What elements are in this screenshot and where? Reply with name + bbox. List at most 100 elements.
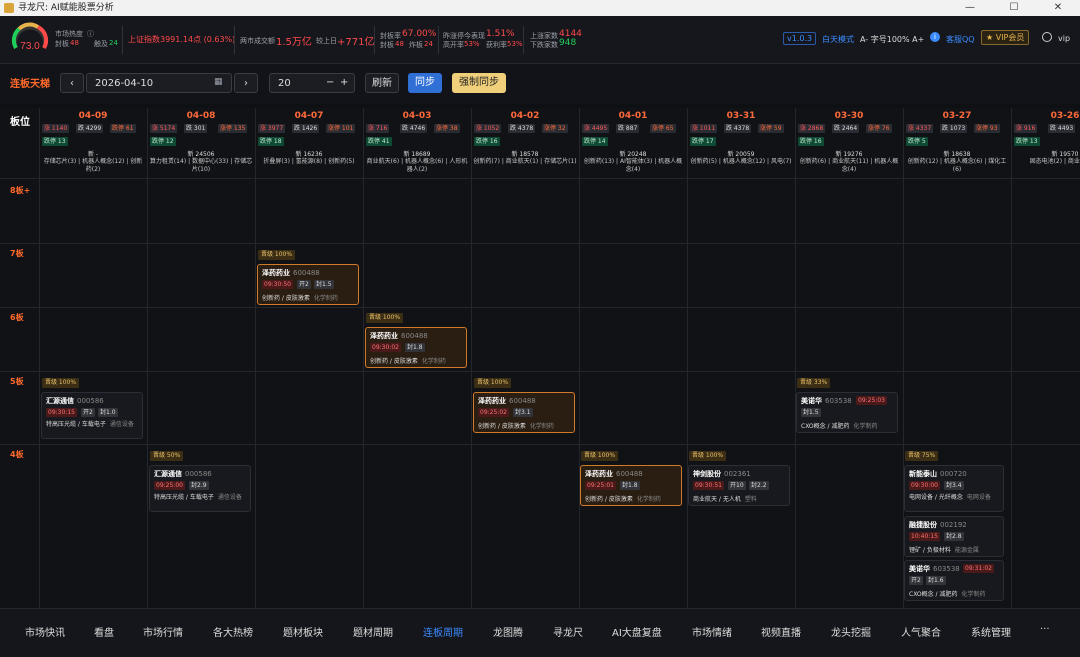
nav-item[interactable]: 连板周期 <box>423 628 463 639</box>
new-count: 新 16236 <box>295 151 323 158</box>
bottom-nav: 市场快讯 看盘 市场行情 各大热榜 题材板块 题材周期 连板周期 龙图腾 寻龙尺 AI大盘复盘 市场… <box>0 608 1080 657</box>
force-sync-button[interactable]: 强制同步 <box>452 73 506 93</box>
promote-badge: 晋级 50% <box>150 451 184 461</box>
up-value: 4144 <box>559 29 582 39</box>
app-logo-icon <box>4 3 14 13</box>
new-count: 新 20059 <box>727 151 755 158</box>
sync-button[interactable]: 同步 <box>408 73 442 93</box>
column-date[interactable]: 04-09 <box>78 111 108 121</box>
column-date[interactable]: 03-30 <box>834 111 864 121</box>
nav-item[interactable]: 视频直播 <box>761 628 801 639</box>
minus-button[interactable]: − <box>326 77 335 88</box>
row-label-5: 5板 <box>10 377 24 386</box>
column-date[interactable]: 04-07 <box>294 111 324 121</box>
column-header: 03-27 涨 4337 跌 1073 涨停 93 跌停 5 新 18638 创新药(12)… <box>903 108 1011 178</box>
down-count: 跌 4378 <box>508 124 536 133</box>
nav-item[interactable]: 龙图腾 <box>493 628 523 639</box>
zb-value: 24 <box>424 40 433 48</box>
hot-concepts: 创新药(5) | 机器人概念(12) | 风电(7) <box>690 158 792 165</box>
nav-item[interactable]: 系统管理 <box>971 628 1011 639</box>
count-stepper[interactable]: 20 <box>269 73 355 93</box>
toolbar: 连板天梯 ‹ 2026-04-10 ▦ › 20 − + 刷新 同步 强制同步 <box>0 64 1080 104</box>
nav-item[interactable]: 龙头挖掘 <box>831 628 871 639</box>
stock-card[interactable]: 融捷股份 002192 10:40:15 封2.8 锂矿 / 负极材料 能源金属 <box>904 516 1004 557</box>
limit-down-count: 跌停 16 <box>798 137 824 146</box>
profit-value: 53% <box>507 40 523 48</box>
corner-label: 板位 <box>10 117 30 128</box>
down-count: 跌 4378 <box>724 124 752 133</box>
stock-card[interactable]: 美诺华 603538 09:25:03 封1.5 CXO概念 / 减肥药 化学制药 <box>796 392 898 433</box>
stock-card[interactable]: 泽药药业 600488 09:25:01 封1.8 创新药 / 皮肤激素 化学制药 <box>580 465 682 506</box>
heat-gauge-icon: 73.0 <box>11 22 49 52</box>
column-date[interactable]: 04-03 <box>402 111 432 121</box>
promote-badge: 晋级 33% <box>797 378 831 388</box>
down-value: 948 <box>559 38 577 48</box>
stock-card[interactable]: 泽药药业 600488 09:30:50 开2 封1.5 创新药 / 皮肤激素 化学… <box>257 264 359 305</box>
turnover-value: 1.5万亿 <box>276 37 312 48</box>
nav-item[interactable]: 题材周期 <box>353 628 393 639</box>
up-count: 涨 4495 <box>582 124 610 133</box>
row-label-6: 6板 <box>10 313 24 322</box>
next-date-button[interactable]: › <box>234 73 258 93</box>
up-count: 涨 4337 <box>906 124 934 133</box>
down-count: 跌 2464 <box>832 124 860 133</box>
nav-item[interactable]: 人气聚合 <box>901 628 941 639</box>
stock-card[interactable]: 汇源通信 000586 09:30:15 开2 封1.0 特高压光缆 / 车载电子… <box>41 392 143 439</box>
info-icon[interactable]: ⓘ <box>87 30 94 38</box>
seal-rate-value: 67.00% <box>402 29 437 39</box>
nav-item[interactable]: 各大热榜 <box>213 628 253 639</box>
yest-label: 昨涨停今表现 <box>443 32 485 40</box>
stock-card[interactable]: 汇源通信 000586 09:25:00 封2.9 特高压光缆 / 车载电子 通信设… <box>149 465 251 512</box>
stock-card[interactable]: 新能泰山 000720 09:30:00 封3.4 电网设备 / 光纤概念 电网设备 <box>904 465 1004 512</box>
stock-card[interactable]: 泽药药业 600488 09:30:02 封1.8 创新药 / 皮肤激素 化学制药 <box>365 327 467 368</box>
down-count: 跌 1073 <box>940 124 968 133</box>
nav-item[interactable]: 市场情绪 <box>692 628 732 639</box>
nav-item[interactable]: 题材板块 <box>283 628 323 639</box>
service-icon[interactable]: i <box>930 32 940 42</box>
limit-down-count: 跌停 14 <box>582 137 608 146</box>
refresh-button[interactable]: 刷新 <box>365 73 399 93</box>
down-count: 跌 1426 <box>292 124 320 133</box>
column-header: 03-31 涨 1011 跌 4378 涨停 59 跌停 17 新 20059 创新药(5)… <box>687 108 795 178</box>
nav-item[interactable]: AI大盘复盘 <box>612 628 662 639</box>
user-icon[interactable] <box>1042 32 1052 42</box>
up-count: 涨 1140 <box>42 124 70 133</box>
limit-count: 涨停 32 <box>542 124 568 133</box>
fb-value: 48 <box>395 40 404 48</box>
service-qq-link[interactable]: 客服QQ <box>946 35 975 44</box>
user-name[interactable]: vip <box>1058 34 1071 43</box>
nav-item[interactable]: 看盘 <box>94 628 114 639</box>
stock-card[interactable]: 泽药药业 600488 09:25:02 封3.1 创新药 / 皮肤激素 化学制药 <box>473 392 575 433</box>
column-date[interactable]: 04-08 <box>186 111 216 121</box>
column-date[interactable]: 03-31 <box>726 111 756 121</box>
hot-concepts: 固态电池(2) | 商业航天(6) <box>1029 158 1080 165</box>
column-date[interactable]: 03-26 <box>1050 111 1080 121</box>
plus-button[interactable]: + <box>340 77 349 88</box>
date-input[interactable]: 2026-04-10 <box>86 73 232 93</box>
column-date[interactable]: 03-27 <box>942 111 972 121</box>
nav-item[interactable]: ··· <box>1040 624 1050 635</box>
minimize-button[interactable]: — <box>965 2 975 13</box>
font-size-control[interactable]: A- 字号100% A+ <box>860 35 925 44</box>
column-date[interactable]: 04-02 <box>510 111 540 121</box>
nav-item[interactable]: 市场行情 <box>143 628 183 639</box>
close-button[interactable]: ✕ <box>1053 2 1063 13</box>
stock-card[interactable]: 美诺华 603538 09:31:02 开2 封1.6 CXO概念 / 减肥药 化学… <box>904 560 1004 601</box>
limit-count: 跌停 61 <box>110 124 136 133</box>
stock-card[interactable]: 神剑股份 002361 09:30:51 开10 封2.2 商业航天 / 无人机塑… <box>688 465 790 506</box>
calendar-icon[interactable]: ▦ <box>214 77 223 87</box>
vip-button[interactable]: ★ VIP会员 <box>981 30 1030 45</box>
high-value: 53% <box>464 40 480 48</box>
promote-badge: 晋级 75% <box>905 451 939 461</box>
day-mode-toggle[interactable]: 白天模式 <box>822 35 854 44</box>
prev-date-button[interactable]: ‹ <box>60 73 84 93</box>
new-count: 新 19570 <box>1051 151 1079 158</box>
nav-item[interactable]: 寻龙尺 <box>553 628 583 639</box>
maximize-button[interactable]: ☐ <box>1009 2 1019 13</box>
limit-count: 涨停 101 <box>326 124 356 133</box>
burst-label: 触及 <box>94 40 108 48</box>
ladder-grid: 板位 04-09 涨 1140 跌 4299 跌停 61 跌停 13 新 - 存储芯片(3)… <box>0 108 1080 608</box>
row-label-8: 8板+ <box>10 186 31 195</box>
nav-item[interactable]: 市场快讯 <box>25 628 65 639</box>
column-date[interactable]: 04-01 <box>618 111 648 121</box>
